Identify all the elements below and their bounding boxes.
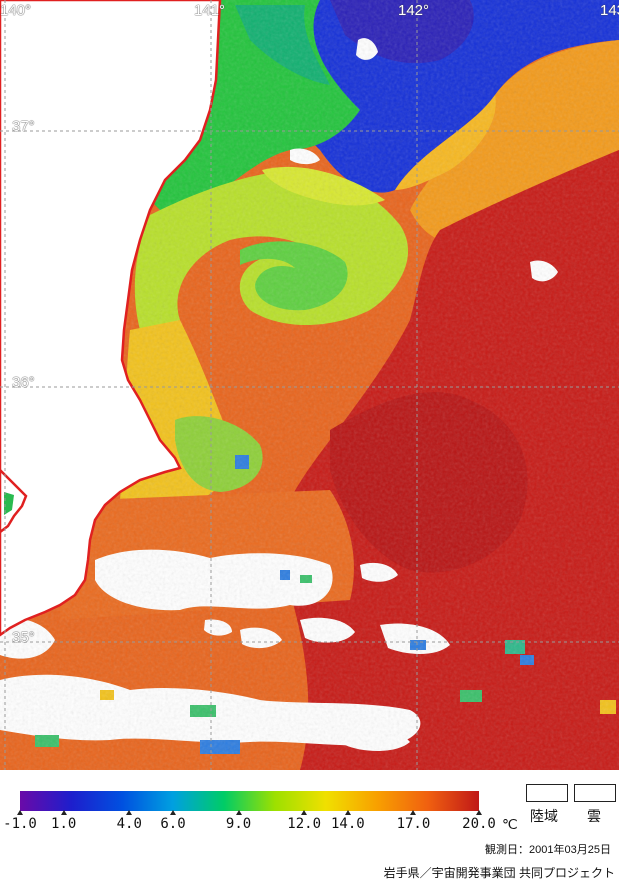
- scale-tick-mark: [235, 810, 242, 815]
- scale-tick-label: 12.0: [287, 816, 321, 832]
- temperature-color-scale: [20, 791, 479, 811]
- scale-tick-label: 17.0: [396, 816, 431, 832]
- cloud-key-swatch: [574, 784, 616, 802]
- land-key-swatch: [526, 784, 568, 802]
- scale-tick-mark: [126, 810, 133, 815]
- scale-tick-mark: [410, 810, 417, 815]
- lat-label-35: 35°: [12, 629, 35, 646]
- scale-tick-mark: [301, 810, 308, 815]
- scale-tick-label: 6.0: [160, 816, 186, 832]
- scale-tick-mark: [170, 810, 176, 815]
- scale-tick-mark: [17, 810, 23, 815]
- lon-label-142: 142°: [398, 2, 430, 19]
- lon-label-141: 141°: [194, 2, 226, 19]
- observation-date: 観測日：2001年03月25日: [485, 844, 611, 856]
- project-credit: 岩手県／宇宙開発事業団 共同プロジェクト: [383, 866, 615, 880]
- scale-tick-label: 14.0: [330, 816, 365, 832]
- land-mass: [0, 0, 222, 637]
- cloud-key-label: 雲: [587, 808, 601, 824]
- scale-tick-label: 20.0: [462, 816, 496, 832]
- scale-tick-label: 1.0: [51, 816, 77, 832]
- scale-tick-label: -1.0: [3, 816, 37, 832]
- scale-tick-label: 9.0: [225, 816, 252, 832]
- lat-label-36: 36°: [12, 374, 35, 391]
- scale-tick-mark: [60, 810, 67, 815]
- lat-label-37: 37°: [12, 118, 35, 135]
- land-key-label: 陸域: [530, 808, 558, 824]
- graticule: [0, 0, 619, 770]
- scale-tick-mark: [344, 810, 351, 815]
- scale-tick-mark: [476, 810, 482, 815]
- scale-tick-label: 4.0: [116, 816, 142, 832]
- lon-label-143: 143°: [600, 2, 619, 19]
- temperature-unit: ℃: [502, 816, 518, 832]
- map-canvas: [0, 0, 619, 770]
- sea-surface-temperature-map: 140° 141° 142° 143° 37° 36° 35°: [0, 0, 619, 770]
- lon-label-140: 140°: [0, 2, 32, 19]
